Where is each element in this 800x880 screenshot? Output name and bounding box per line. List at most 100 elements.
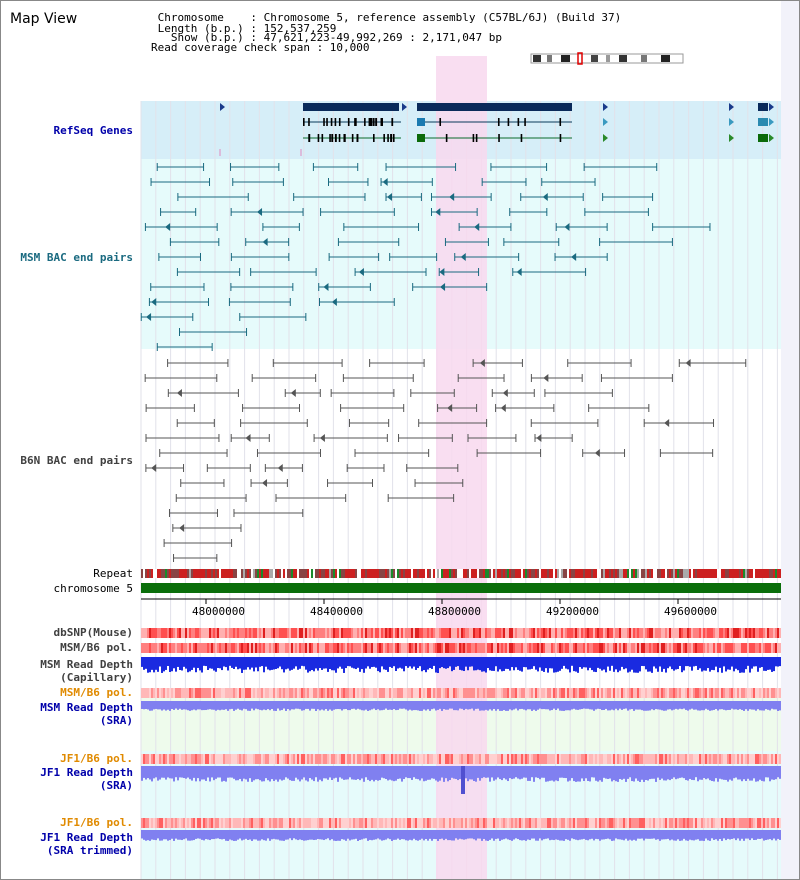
ideogram-band — [606, 55, 610, 62]
repeat-mark — [709, 569, 711, 578]
heat-mark — [273, 818, 275, 828]
depth-bar — [481, 766, 483, 779]
heat-mark — [417, 688, 419, 698]
depth-bar — [519, 830, 521, 841]
track-label-msm-depth-capillary[interactable]: MSM Read Depth — [40, 658, 133, 671]
heat-mark — [143, 688, 145, 698]
heat-mark — [385, 754, 387, 764]
depth-bar — [591, 657, 593, 671]
heat-mark — [453, 818, 455, 828]
exon-mark — [381, 118, 384, 126]
track-label-msm-b6-pol-1[interactable]: MSM/B6 pol. — [60, 641, 133, 654]
repeat-mark — [581, 569, 583, 578]
heat-mark — [391, 688, 393, 698]
repeat-mark — [311, 569, 313, 578]
track-label-msm-bac[interactable]: MSM BAC end pairs — [20, 251, 133, 264]
depth-bar — [345, 830, 347, 841]
repeat-mark — [161, 569, 163, 578]
track-label-jf1-depth-trimmed[interactable]: JF1 Read Depth — [40, 831, 133, 844]
heat-mark — [329, 688, 331, 698]
track-label-dbsnp[interactable]: dbSNP(Mouse) — [53, 626, 133, 639]
depth-bar — [261, 701, 263, 711]
heat-mark — [159, 688, 161, 698]
heat-mark — [539, 628, 541, 638]
heat-mark — [151, 818, 153, 828]
depth-bar — [533, 830, 535, 839]
repeat-mark — [463, 569, 465, 578]
heat-mark — [245, 818, 247, 828]
depth-bar — [355, 766, 357, 780]
depth-bar — [269, 657, 271, 671]
exon-mark — [334, 134, 337, 142]
depth-bar — [499, 766, 501, 780]
heat-mark — [151, 643, 153, 653]
depth-bar — [525, 766, 527, 778]
b6n-bac-arrow — [594, 449, 600, 457]
repeat-mark — [491, 569, 493, 578]
depth-bar — [329, 830, 331, 841]
depth-bar — [395, 657, 397, 671]
heat-mark — [153, 688, 155, 698]
depth-bar — [525, 701, 527, 711]
heat-mark — [487, 643, 489, 653]
depth-bar — [469, 701, 471, 710]
depth-bar — [155, 830, 157, 841]
track-label-jf1-b6-pol-2[interactable]: JF1/B6 pol. — [60, 816, 133, 829]
depth-bar — [281, 830, 283, 841]
heat-mark — [717, 643, 719, 653]
heat-mark — [367, 628, 369, 638]
depth-bar — [277, 701, 279, 709]
exon-mark — [370, 118, 373, 126]
depth-bar — [727, 766, 729, 782]
heat-mark — [163, 643, 165, 653]
depth-bar — [563, 657, 565, 666]
heat-mark — [489, 688, 491, 698]
depth-bar — [437, 701, 439, 710]
depth-bar — [595, 657, 597, 673]
depth-bar — [647, 766, 649, 781]
depth-bar — [359, 766, 361, 781]
track-label-jf1-b6-pol-1[interactable]: JF1/B6 pol. — [60, 752, 133, 765]
heat-mark — [639, 643, 641, 653]
depth-bar — [779, 657, 781, 667]
depth-bar — [567, 657, 569, 670]
track-label-msm-b6-pol-2[interactable]: MSM/B6 pol. — [60, 686, 133, 699]
depth-bar — [679, 766, 681, 778]
heat-mark — [733, 818, 735, 828]
track-label-jf1-depth-sra[interactable]: JF1 Read Depth — [40, 766, 133, 779]
depth-bar — [247, 830, 249, 841]
depth-bar — [631, 766, 633, 782]
depth-bar — [631, 657, 633, 670]
coverage-span-info-line: Read coverage check span : 10,000 — [151, 41, 370, 54]
heat-mark — [223, 754, 225, 764]
depth-bar — [561, 830, 563, 841]
depth-bar — [521, 657, 523, 672]
heat-mark — [569, 688, 571, 698]
heat-mark — [553, 688, 555, 698]
depth-bar — [351, 766, 353, 780]
heat-mark — [347, 688, 349, 698]
heat-mark — [295, 688, 297, 698]
repeat-mark — [441, 569, 443, 578]
heat-mark — [279, 818, 281, 828]
msm-bac-arrow — [387, 193, 393, 201]
heat-mark — [435, 688, 437, 698]
track-label-b6n-bac[interactable]: B6N BAC end pairs — [20, 454, 133, 467]
exon-mark — [303, 118, 305, 126]
depth-bar — [673, 657, 675, 671]
depth-bar — [441, 830, 443, 839]
depth-bar — [445, 657, 447, 669]
heat-mark — [635, 754, 637, 764]
heat-mark — [227, 688, 229, 698]
track-label-msm-depth-sra[interactable]: MSM Read Depth — [40, 701, 133, 714]
heat-mark — [169, 818, 171, 828]
b6n-bac-arrow — [319, 434, 325, 442]
depth-bar — [357, 657, 359, 668]
exon-mark — [520, 134, 523, 142]
heat-mark — [441, 754, 443, 764]
depth-bar — [635, 701, 637, 710]
heat-mark — [531, 688, 533, 698]
heat-mark — [659, 754, 661, 764]
track-label-refseq[interactable]: RefSeq Genes — [53, 124, 133, 137]
